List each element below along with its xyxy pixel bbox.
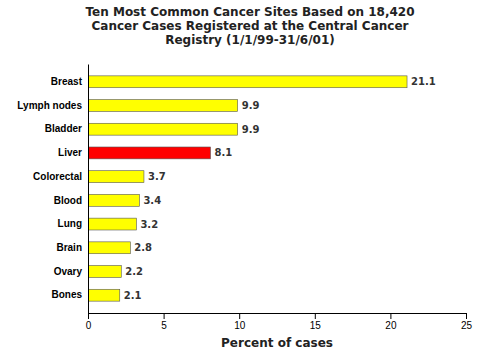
title-line: Ten Most Common Cancer Sites Based on 18… [85, 5, 414, 19]
title-line: Registry (1/1/99-31/6/01) [165, 33, 335, 47]
x-tick-label: 15 [310, 320, 322, 331]
y-tick: Lung [58, 218, 82, 229]
data-label: 9.9 [242, 124, 260, 135]
y-tick: Blood [54, 195, 82, 206]
y-tick-label: Brain [56, 242, 82, 253]
x-tick-mark [466, 313, 467, 319]
data-label: 3.4 [143, 195, 161, 206]
data-labels: 21.1 9.9 9.9 8.1 3.7 3.4 3.2 2.8 2.2 2.1 [124, 76, 436, 300]
y-tick: Bladder [45, 123, 82, 134]
y-tick: Colorectal [33, 171, 82, 182]
data-label: 2.2 [125, 266, 143, 277]
x-tick-label: 25 [461, 320, 473, 331]
x-tick: 25 [461, 313, 473, 331]
bar [88, 100, 238, 112]
x-axis-line [89, 314, 467, 320]
y-tick-label: Lymph nodes [17, 100, 82, 111]
y-tick-label: Blood [54, 195, 82, 206]
x-axis-title: Percent of cases [221, 336, 333, 350]
y-tick: Lymph nodes [17, 100, 82, 111]
bar [88, 147, 210, 159]
y-tick: Ovary [54, 266, 83, 277]
data-label: 9.9 [242, 100, 260, 111]
data-label: 3.7 [148, 171, 166, 182]
y-tick-label: Breast [51, 76, 83, 87]
x-tick: 15 [310, 313, 322, 331]
bar [88, 171, 144, 183]
bar [88, 76, 407, 88]
bar [88, 266, 121, 278]
x-tick: 5 [161, 313, 167, 331]
x-tick: 20 [385, 313, 397, 331]
y-axis: Breast Lymph nodes Bladder Liver Colorectal B… [17, 65, 88, 314]
bar [88, 242, 130, 254]
x-tick-mark [315, 313, 316, 319]
x-tick-mark [390, 313, 391, 319]
title: Ten Most Common Cancer Sites Based on 18… [85, 5, 414, 47]
x-tick-mark [239, 313, 240, 319]
y-tick-label: Bladder [45, 123, 82, 134]
data-label: 3.2 [140, 219, 158, 230]
y-tick: Brain [56, 242, 82, 253]
x-tick-mark [88, 313, 89, 319]
chart: Ten Most Common Cancer Sites Based on 18… [0, 0, 500, 353]
x-tick-label: 10 [234, 320, 246, 331]
data-label: 2.1 [124, 290, 142, 301]
data-label: 2.8 [134, 242, 152, 253]
y-tick-label: Ovary [54, 266, 83, 277]
y-axis-line [88, 65, 89, 314]
y-tick-label: Bones [51, 289, 82, 300]
x-tick: 10 [234, 313, 246, 331]
x-tick: 0 [86, 313, 92, 331]
y-tick-label: Liver [58, 147, 82, 158]
bars [88, 76, 407, 301]
plot: 21.1 9.9 9.9 8.1 3.7 3.4 3.2 2.8 2.2 2.1 0 5 10 15 20 2… [17, 65, 472, 351]
x-tick-label: 5 [161, 320, 167, 331]
x-tick-label: 0 [86, 320, 92, 331]
x-tick-mark [164, 313, 165, 319]
y-tick-label: Colorectal [33, 171, 82, 182]
data-label: 21.1 [411, 76, 436, 87]
y-tick: Liver [58, 147, 82, 158]
bar [88, 123, 238, 135]
bar [88, 194, 139, 206]
title-line: Cancer Cases Registered at the Central C… [92, 19, 409, 33]
bar [88, 218, 136, 230]
y-tick: Breast [51, 76, 83, 87]
x-axis: 0 5 10 15 20 25 [86, 313, 473, 331]
bar [88, 289, 120, 301]
x-tick-label: 20 [385, 320, 397, 331]
y-tick-label: Lung [58, 218, 82, 229]
y-tick: Bones [51, 289, 82, 300]
data-label: 8.1 [214, 147, 232, 158]
